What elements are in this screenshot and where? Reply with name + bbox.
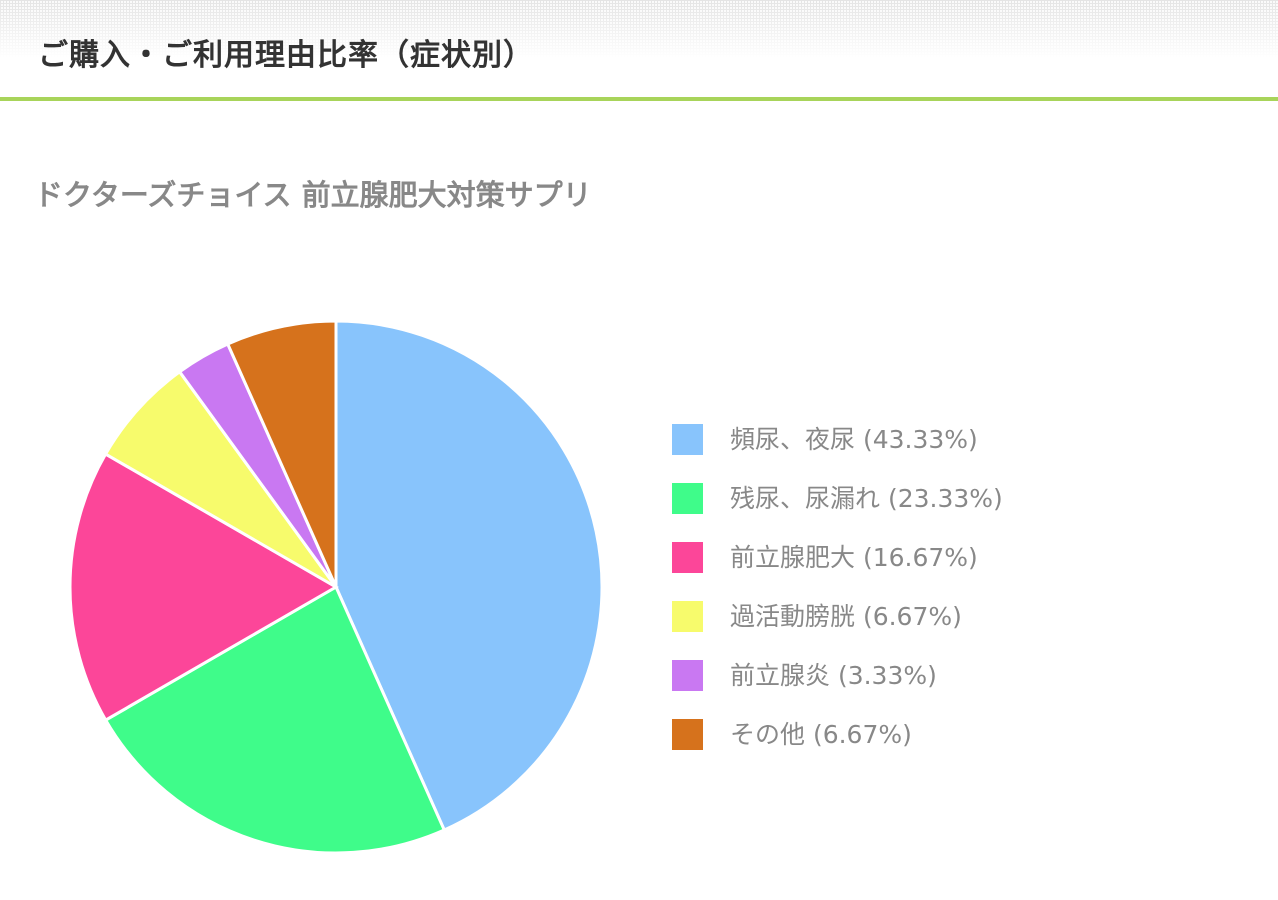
legend-item: 前立腺肥大 (16.67%) [672, 542, 1003, 601]
pie-slice-5 [225, 319, 338, 588]
legend-label: その他 (6.67%) [730, 720, 912, 749]
legend-item: 頻尿、夜尿 (43.33%) [672, 424, 1003, 483]
pie-slice-2 [68, 451, 339, 723]
legend-label: 頻尿、夜尿 (43.33%) [730, 425, 978, 454]
pie-slice-0 [334, 319, 604, 832]
legend-label: 過活動膀胱 (6.67%) [730, 602, 962, 631]
legend-label: 残尿、尿漏れ (23.33%) [730, 484, 1003, 513]
legend-label: 前立腺炎 (3.33%) [730, 661, 937, 690]
legend-swatch [672, 483, 703, 514]
legend-item: その他 (6.67%) [672, 719, 1003, 778]
pie-slice-3 [103, 369, 338, 589]
header-divider [0, 97, 1278, 101]
legend-item: 過活動膀胱 (6.67%) [672, 601, 1003, 660]
legend-swatch [672, 660, 703, 691]
chart-legend: 頻尿、夜尿 (43.33%) 残尿、尿漏れ (23.33%) 前立腺肥大 (16.6… [672, 424, 1003, 778]
legend-item: 前立腺炎 (3.33%) [672, 660, 1003, 719]
legend-swatch [672, 601, 703, 632]
legend-item: 残尿、尿漏れ (23.33%) [672, 483, 1003, 542]
legend-swatch [672, 424, 703, 455]
header-band [0, 0, 1278, 97]
legend-swatch [672, 719, 703, 750]
legend-label: 前立腺肥大 (16.67%) [730, 543, 978, 572]
page-title: ご購入・ご利用理由比率（症状別） [38, 38, 534, 73]
pie-slice-1 [103, 584, 447, 855]
chart-title: ドクターズチョイス 前立腺肥大対策サプリ [34, 178, 592, 212]
legend-swatch [672, 542, 703, 573]
